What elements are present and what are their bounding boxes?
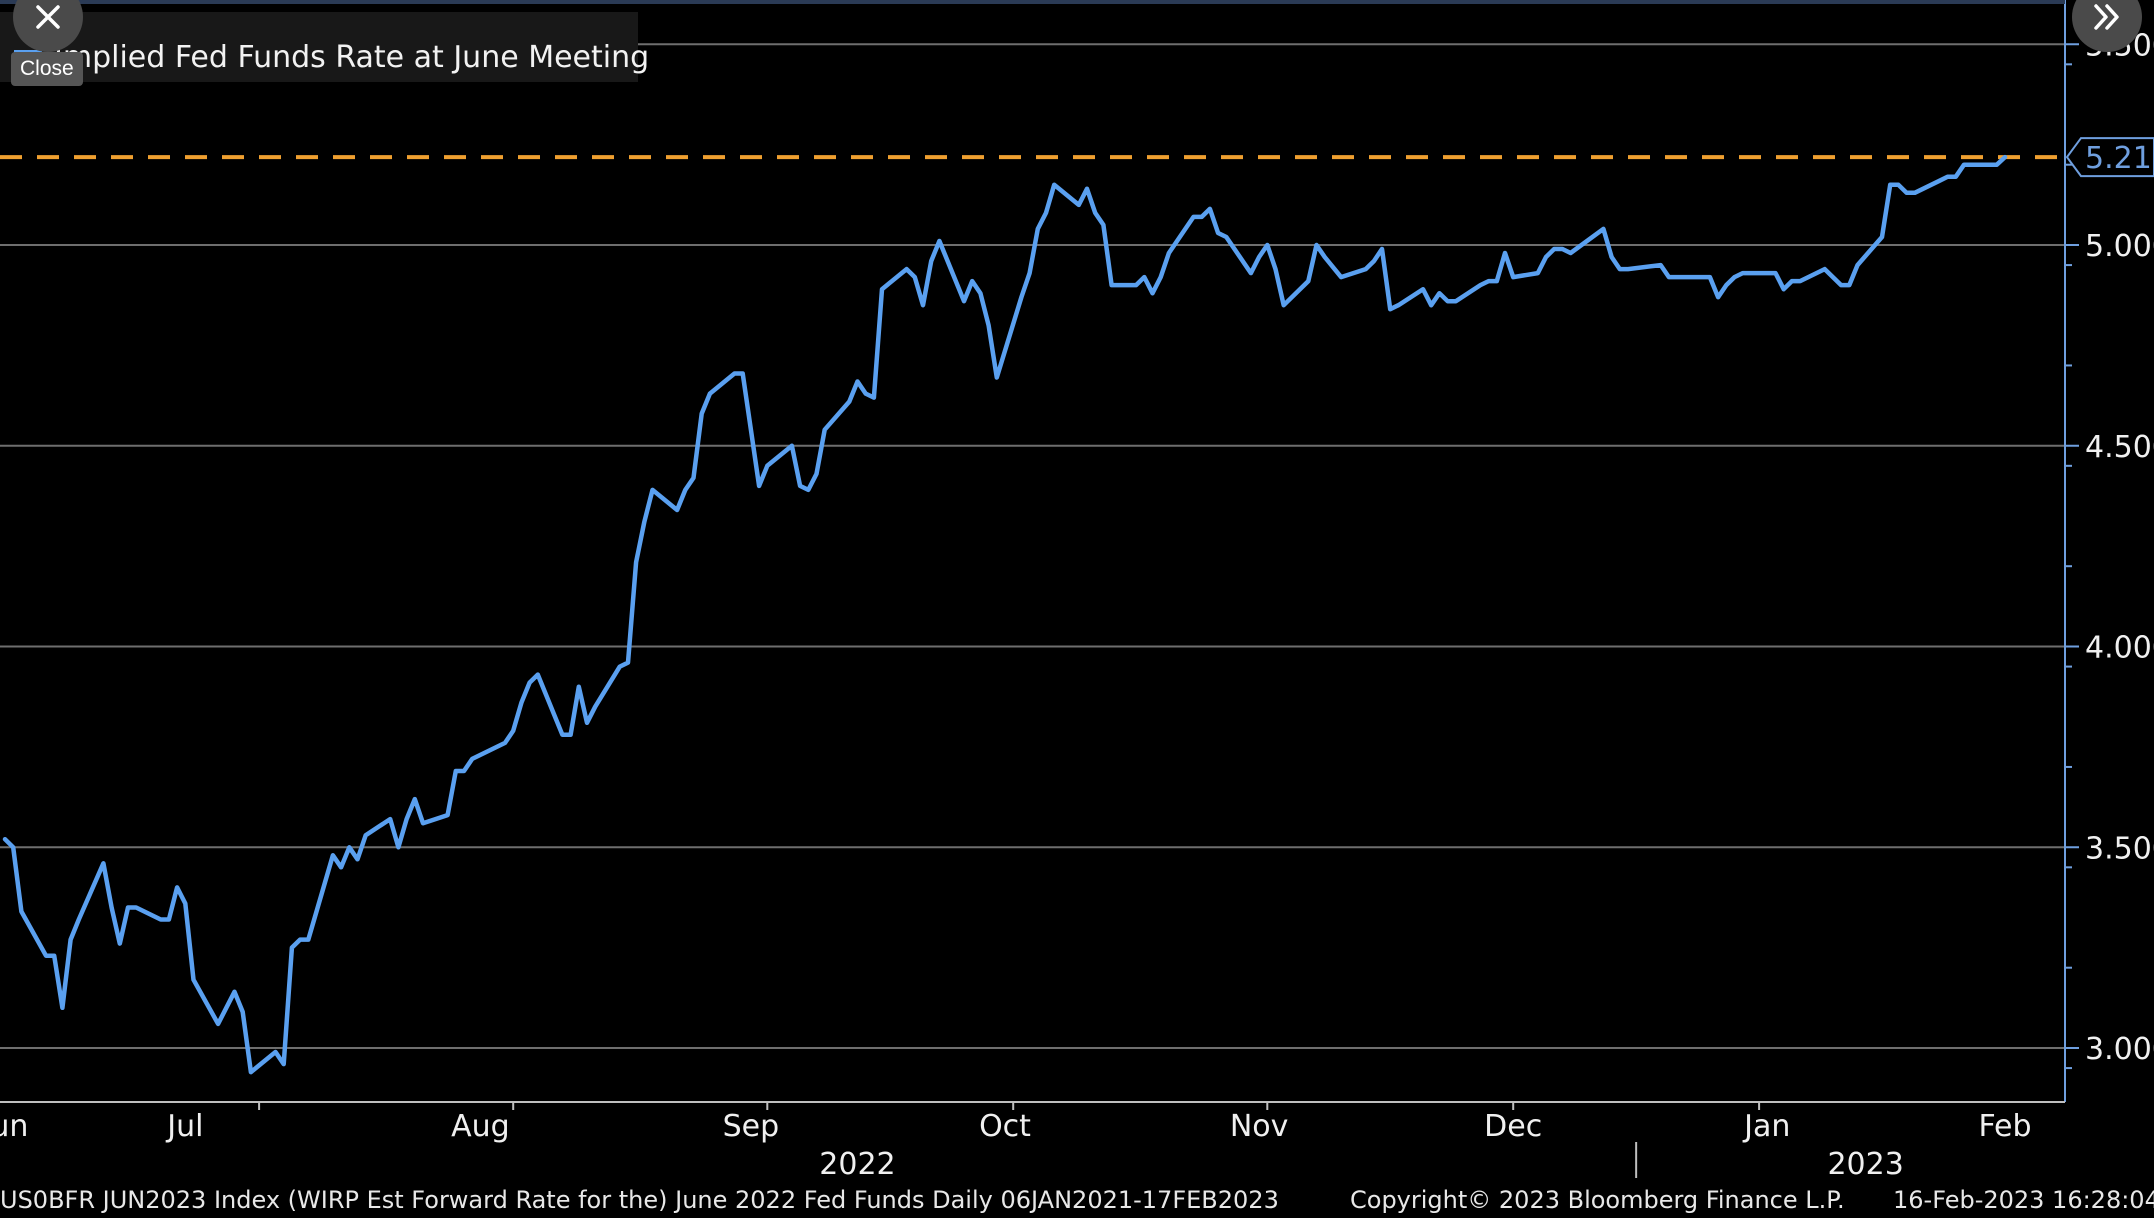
y-tick-label: 3.500 bbox=[2085, 831, 2154, 866]
x-tick-label: Sep bbox=[723, 1109, 780, 1144]
axis-labels: 3.0003.5004.0004.5005.0005.500JunJulAugS… bbox=[0, 28, 2154, 1182]
grid-lines bbox=[0, 43, 2065, 1049]
footer-timestamp: 16-Feb-2023 16:28:04 bbox=[1893, 1186, 2154, 1214]
close-icon bbox=[36, 5, 60, 29]
x-tick-label: Aug bbox=[451, 1109, 510, 1144]
series-group bbox=[2, 154, 2008, 1075]
y-tick-label: 3.000 bbox=[2085, 1032, 2154, 1067]
axes bbox=[0, 0, 2079, 1178]
x-tick-label: Jun bbox=[0, 1109, 28, 1144]
x-tick-label: Dec bbox=[1484, 1109, 1542, 1144]
x-tick-label: Nov bbox=[1230, 1109, 1289, 1144]
close-tooltip: Close bbox=[11, 52, 83, 86]
legend-label: Implied Fed Funds Rate at June Meeting bbox=[54, 40, 650, 75]
last-value-label: 5.219 bbox=[2085, 141, 2154, 176]
legend: Implied Fed Funds Rate at June Meeting bbox=[0, 12, 649, 82]
x-tick-label: Jan bbox=[1742, 1109, 1790, 1144]
y-tick-label: 5.000 bbox=[2085, 229, 2154, 264]
last-value-tag bbox=[2065, 137, 2154, 178]
footer-copyright: Copyright© 2023 Bloomberg Finance L.P. bbox=[1350, 1186, 1845, 1214]
x-tick-label: Jul bbox=[165, 1109, 203, 1144]
year-label: 2022 bbox=[819, 1147, 895, 1182]
y-tick-label: 4.500 bbox=[2085, 430, 2154, 465]
footer-source: US0BFR JUN2023 Index (WIRP Est Forward R… bbox=[0, 1186, 1279, 1214]
x-tick-label: Oct bbox=[979, 1109, 1031, 1144]
double-chevron-right-icon bbox=[2094, 4, 2119, 30]
year-label: 2023 bbox=[1827, 1147, 1903, 1182]
y-tick-label: 4.000 bbox=[2085, 631, 2154, 666]
x-tick-label: Feb bbox=[1978, 1109, 2031, 1144]
series-line bbox=[2, 154, 2008, 1075]
